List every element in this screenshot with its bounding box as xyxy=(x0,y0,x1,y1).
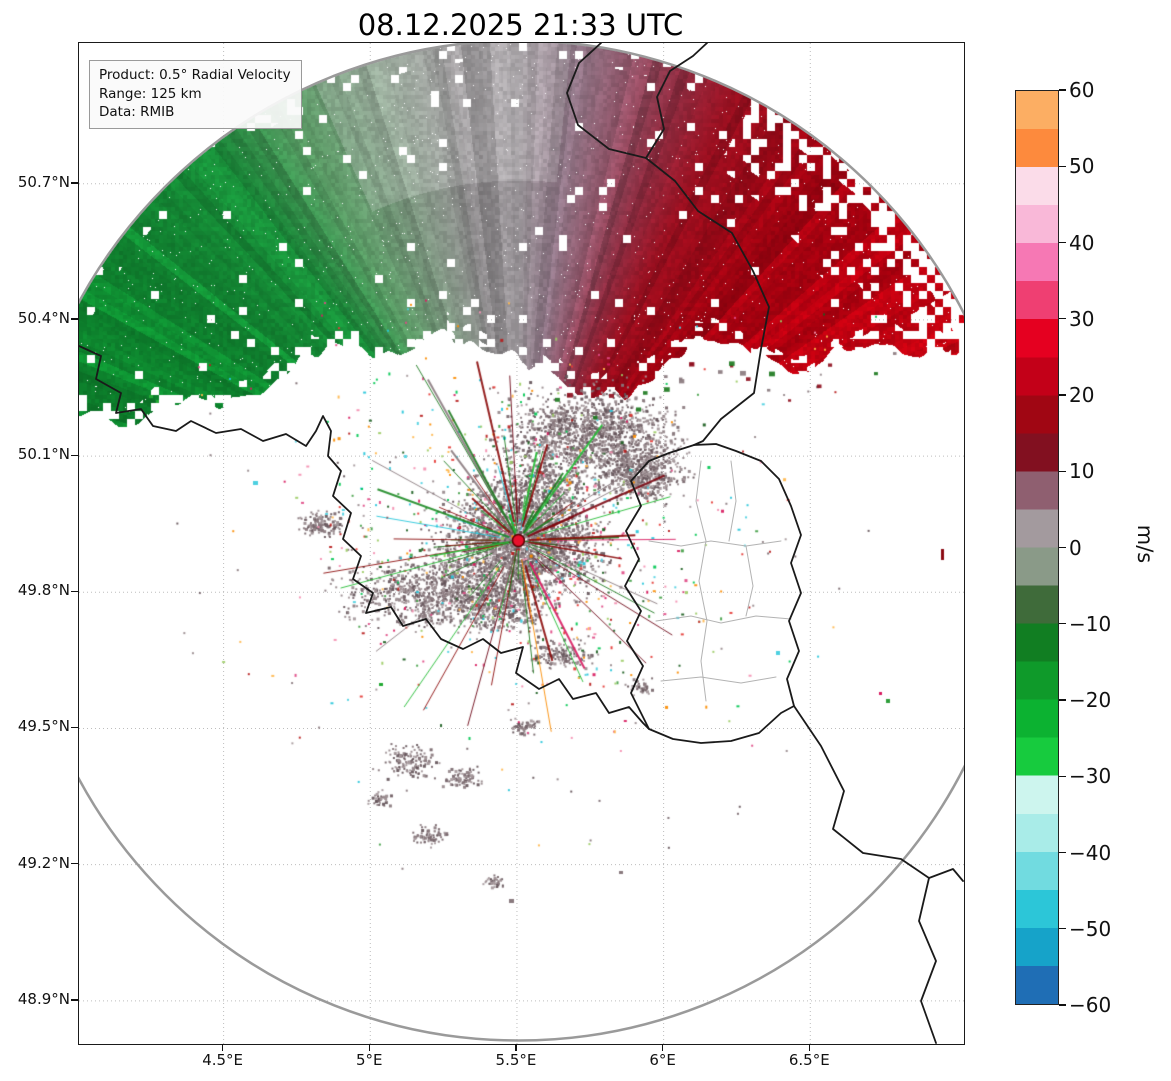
country-border xyxy=(624,443,802,744)
colorbar-tick-label: −20 xyxy=(1069,688,1112,712)
colorbar xyxy=(1015,90,1059,1005)
y-tick-mark xyxy=(71,726,78,729)
y-tick-mark xyxy=(71,999,78,1001)
x-tick-mark xyxy=(368,1044,371,1051)
y-tick-label: 49.5°N xyxy=(17,717,70,736)
x-tick-mark xyxy=(662,1044,664,1051)
figure-title: 08.12.2025 21:33 UTC xyxy=(357,8,684,42)
colorbar-unit-label: m/s xyxy=(1133,524,1158,564)
colorbar-tick-label: 30 xyxy=(1069,306,1095,331)
colorbar-tick-label: −10 xyxy=(1069,611,1112,636)
colorbar-tick-mark xyxy=(1059,1004,1066,1006)
colorbar-tick-mark xyxy=(1059,241,1066,244)
colorbar-tick-mark xyxy=(1059,699,1066,701)
country-border xyxy=(793,705,964,882)
colorbar-tick-label: −50 xyxy=(1069,916,1112,941)
colorbar-tick-mark xyxy=(1059,165,1066,167)
y-tick-label: 50.1°N xyxy=(17,445,70,464)
y-tick-mark xyxy=(71,318,78,320)
y-tick-label: 50.7°N xyxy=(17,172,70,191)
x-tick-mark xyxy=(515,1044,517,1051)
x-tick-label: 4.5°E xyxy=(202,1051,244,1069)
y-tick-label: 50.4°N xyxy=(17,308,70,327)
y-tick-mark xyxy=(71,590,78,593)
x-tick-mark xyxy=(222,1044,224,1051)
admin-border xyxy=(728,460,737,542)
colorbar-tick-label: 0 xyxy=(1069,535,1082,560)
country-border xyxy=(79,345,650,730)
info-data-source-line: Data: RMIB xyxy=(99,104,175,121)
info-range-line: Range: 125 km xyxy=(99,85,202,102)
colorbar-tick-mark xyxy=(1059,394,1066,396)
admin-border xyxy=(648,540,782,547)
admin-border xyxy=(695,460,708,702)
x-tick-label: 5.5°E xyxy=(495,1051,537,1069)
admin-border xyxy=(655,615,792,624)
country-border xyxy=(918,877,937,1044)
x-tick-mark xyxy=(808,1044,811,1051)
y-tick-mark xyxy=(71,454,78,456)
map-plot-area: Product: 0.5° Radial Velocity Range: 125… xyxy=(78,42,965,1045)
colorbar-tick-mark xyxy=(1059,89,1066,91)
x-tick-label: 5°E xyxy=(356,1051,383,1069)
y-tick-mark xyxy=(71,182,78,184)
colorbar-tick-label: −60 xyxy=(1069,993,1112,1017)
colorbar-tick-mark xyxy=(1059,318,1066,320)
map-borders-overlay xyxy=(79,43,964,1044)
x-tick-label: 6.5°E xyxy=(788,1051,830,1069)
admin-border xyxy=(745,545,754,617)
x-tick-label: 6°E xyxy=(649,1051,676,1069)
colorbar-tick-mark xyxy=(1059,546,1066,549)
colorbar-tick-mark xyxy=(1059,470,1066,472)
admin-border xyxy=(660,676,777,684)
colorbar-tick-label: −30 xyxy=(1069,764,1112,789)
y-tick-label: 49.8°N xyxy=(17,581,70,600)
colorbar-tick-label: −40 xyxy=(1069,840,1112,865)
y-tick-label: 48.9°N xyxy=(17,989,70,1008)
colorbar-tick-label: 40 xyxy=(1069,230,1095,255)
radar-velocity-raster xyxy=(79,43,964,1044)
country-border xyxy=(566,43,708,159)
colorbar-tick-mark xyxy=(1059,623,1066,625)
y-tick-mark xyxy=(71,863,78,865)
colorbar-tick-label: 20 xyxy=(1069,383,1095,407)
colorbar-tick-mark xyxy=(1059,851,1066,854)
info-product-line: Product: 0.5° Radial Velocity xyxy=(99,67,291,83)
y-tick-label: 49.2°N xyxy=(17,853,70,872)
colorbar-tick-mark xyxy=(1059,775,1066,777)
colorbar-tick-label: 50 xyxy=(1069,154,1095,179)
colorbar-tick-label: 10 xyxy=(1069,459,1095,484)
range-ring xyxy=(79,43,964,1042)
product-info-box: Product: 0.5° Radial Velocity Range: 125… xyxy=(89,60,302,129)
country-border xyxy=(645,157,770,446)
colorbar-tick-mark xyxy=(1059,928,1066,930)
colorbar-tick-label: 60 xyxy=(1069,78,1095,102)
